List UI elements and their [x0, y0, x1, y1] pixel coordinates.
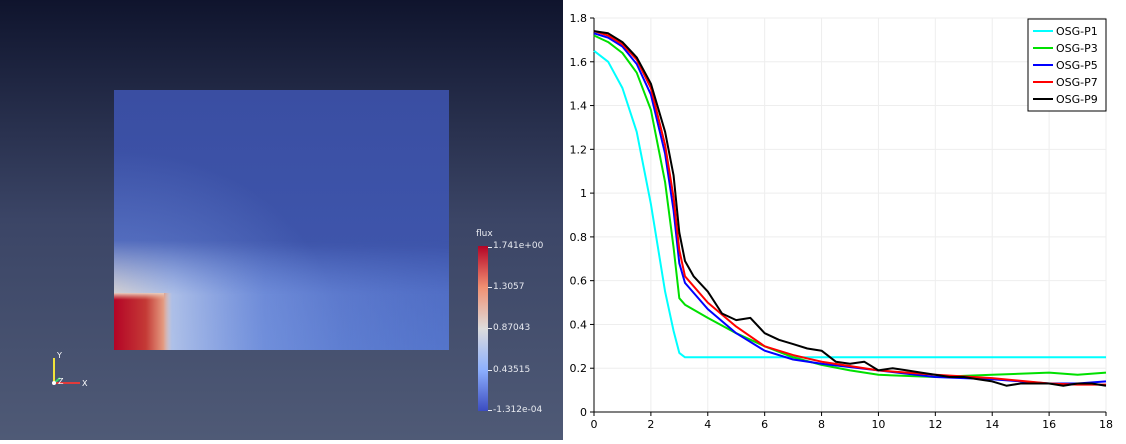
series-line-osg-p1: [593, 50, 1106, 359]
x-tick-label: 14: [985, 418, 999, 431]
scalar-bar-tick: [488, 370, 492, 371]
axes-origin: [52, 381, 56, 385]
scalar-bar-label-min: -1.312e-04: [493, 405, 543, 415]
y-tick-label: 1.6: [570, 56, 588, 69]
x-tick-label: 18: [1099, 418, 1113, 431]
render-view[interactable]: flux 1.741e+00 1.3057 0.87043 0.43515 -1…: [0, 0, 563, 440]
axis-y-label: Y: [56, 351, 62, 360]
y-tick-label: 0.4: [570, 318, 588, 331]
scalar-bar-label-max: 1.741e+00: [493, 241, 544, 251]
legend-entry-osg-p1[interactable]: OSG-P1: [1056, 25, 1098, 38]
y-tick-label: 0.2: [570, 362, 588, 375]
scalar-bar-title: flux: [476, 229, 493, 239]
y-tick-label: 1.8: [570, 12, 588, 25]
scalar-bar-tick: [488, 410, 492, 411]
series-line-osg-p5: [593, 32, 1107, 385]
legend-entry-osg-p3[interactable]: OSG-P3: [1056, 42, 1098, 55]
x-tick-label: 0: [591, 418, 598, 431]
legend-entry-osg-p7[interactable]: OSG-P7: [1056, 76, 1098, 89]
y-tick-label: 1: [580, 187, 587, 200]
scalar-bar-label: 1.3057: [493, 282, 525, 292]
x-tick-label: 16: [1042, 418, 1056, 431]
line-chart: 0 2 4 6 8 10 12 14 16 18 0 0.2 0.4 0.6 0.8 1 1.2 1.4 1.6 1.…: [570, 12, 1114, 431]
scalar-bar: [478, 246, 488, 411]
legend-entry-osg-p9[interactable]: OSG-P9: [1056, 93, 1098, 106]
x-tick-label: 2: [647, 418, 654, 431]
axis-z-label: Z: [58, 377, 64, 386]
line-chart-view[interactable]: 0 2 4 6 8 10 12 14 16 18 0 0.2 0.4 0.6 0.8 1 1.2 1.4 1.6 1.…: [563, 0, 1126, 440]
y-tick-label: 0.6: [570, 275, 588, 288]
x-tick-label: 6: [761, 418, 768, 431]
orientation-axes: Y X Z: [52, 351, 88, 388]
x-tick-label: 8: [818, 418, 825, 431]
x-tick-label: 4: [704, 418, 711, 431]
x-tick-label: 12: [928, 418, 942, 431]
scalar-bar-label: 0.43515: [493, 365, 531, 375]
y-tick-label: 1.2: [570, 143, 588, 156]
axis-x-label: X: [82, 379, 88, 388]
y-tick-label: 1.4: [570, 100, 588, 113]
scalar-bar-tick: [488, 247, 492, 248]
x-tick-label: 10: [871, 418, 885, 431]
y-tick-label: 0.8: [570, 231, 588, 244]
scalar-bar-label: 0.87043: [493, 323, 531, 333]
legend-entry-osg-p5[interactable]: OSG-P5: [1056, 59, 1098, 72]
flux-field-plot: [114, 90, 449, 350]
scalar-bar-tick: [488, 287, 492, 288]
y-tick-label: 0: [580, 406, 587, 419]
series-line-osg-p9: [593, 30, 1107, 387]
scalar-bar-tick: [488, 328, 492, 329]
